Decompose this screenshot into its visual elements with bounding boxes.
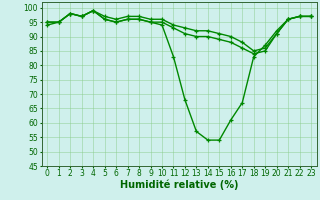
X-axis label: Humidité relative (%): Humidité relative (%) bbox=[120, 180, 238, 190]
